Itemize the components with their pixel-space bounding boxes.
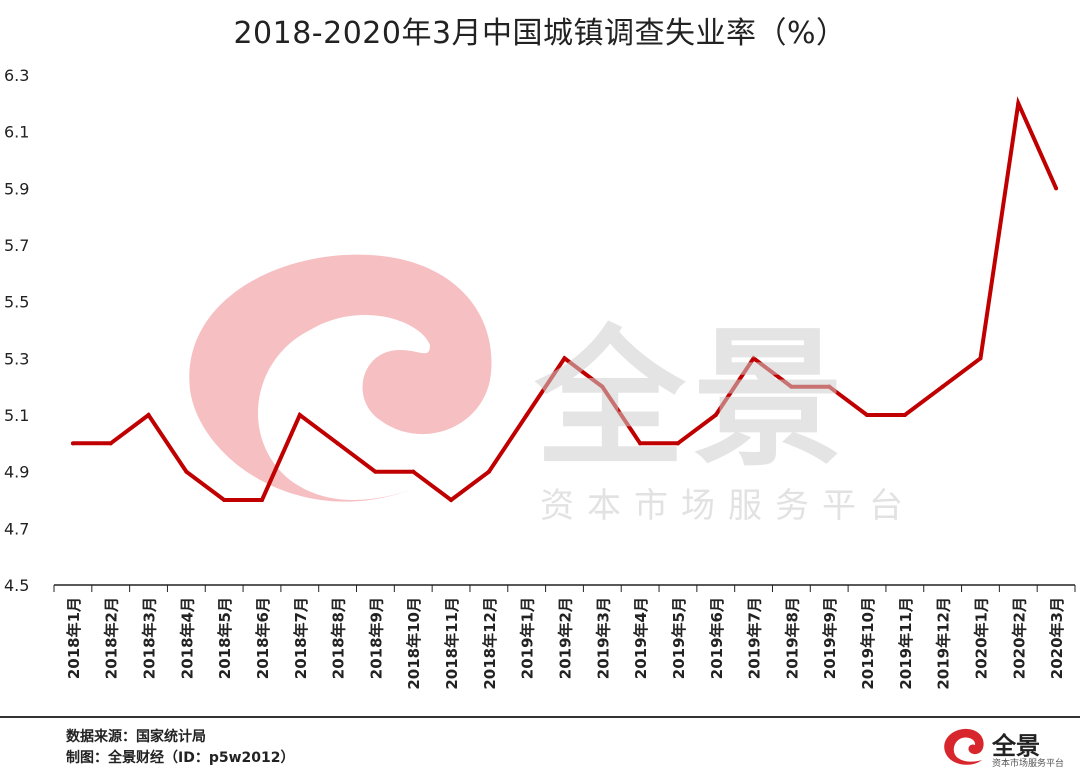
series-layer <box>70 96 1059 503</box>
x-tick-label: 2020年1月 <box>972 597 990 679</box>
data-point <box>978 356 983 361</box>
y-tick-label: 5.1 <box>4 406 29 425</box>
x-tick-label: 2019年3月 <box>594 597 612 679</box>
y-tick-label: 4.5 <box>4 576 29 595</box>
data-point <box>1054 186 1059 191</box>
data-point <box>486 469 491 474</box>
axes <box>53 584 1076 592</box>
x-tick-label: 2018年7月 <box>292 597 310 679</box>
y-tick-label: 5.7 <box>4 236 29 255</box>
data-point <box>638 441 643 446</box>
x-tick-label: 2018年4月 <box>178 597 196 679</box>
data-point <box>373 469 378 474</box>
chart-credit: 制图：全景财经（ID：p5w2012） <box>66 750 295 766</box>
data-point <box>297 413 302 417</box>
x-tick-label: 2018年9月 <box>367 597 385 679</box>
x-tick-label: 2019年8月 <box>783 597 801 679</box>
data-point <box>449 498 454 502</box>
data-source: 数据来源：国家统计局 <box>66 729 206 745</box>
y-tick-label: 5.9 <box>4 179 29 198</box>
x-tick-label: 2018年5月 <box>216 597 234 679</box>
watermark-swirl-logo <box>189 254 492 502</box>
y-tick-label: 4.7 <box>4 519 29 538</box>
x-tick-label: 2019年12月 <box>935 597 953 690</box>
x-tick-labels: 2018年1月 2018年2月 2018年3月 2018年4月 2018年5月 2018年… <box>65 597 1066 690</box>
x-tick-label: 2019年5月 <box>670 597 688 679</box>
y-tick-label: 6.3 <box>4 66 29 85</box>
data-point <box>789 384 794 389</box>
data-point <box>524 413 529 417</box>
y-tick-label: 5.3 <box>4 349 29 368</box>
data-point <box>865 413 870 417</box>
data-point <box>70 441 75 446</box>
data-point <box>411 469 416 474</box>
y-tick-labels: 4.5 4.7 4.9 5.1 5.3 5.5 5.7 5.9 6.1 6.3 <box>4 66 29 595</box>
x-tick-label: 2019年9月 <box>821 597 839 679</box>
x-tick-label: 2018年10月 <box>405 597 423 690</box>
brand-logo-name: 全景 <box>992 732 1040 760</box>
x-tick-label: 2018年11月 <box>443 597 461 690</box>
x-tick-label: 2018年6月 <box>254 597 272 679</box>
data-point <box>902 413 907 417</box>
brand-logo-subtitle: 资本市场服务平台 <box>992 759 1065 769</box>
data-point <box>259 498 264 502</box>
data-point <box>751 356 756 361</box>
x-tick-label: 2018年8月 <box>330 597 348 679</box>
x-tick-label: 2018年3月 <box>141 597 159 679</box>
data-point <box>222 498 227 502</box>
data-point <box>562 356 567 361</box>
x-tick-label: 2020年3月 <box>1048 597 1066 679</box>
data-point <box>713 413 718 417</box>
x-tick-label: 2019年4月 <box>632 597 650 679</box>
x-tick-label: 2019年11月 <box>897 597 915 690</box>
data-point <box>1016 101 1021 106</box>
data-point <box>675 441 680 446</box>
brand-logo-swirl-icon <box>944 728 984 765</box>
x-tick-label: 2019年7月 <box>746 597 764 679</box>
brand-logo <box>944 728 984 765</box>
x-tick-label: 2018年1月 <box>65 597 83 679</box>
x-tick-label: 2020年2月 <box>1010 597 1028 679</box>
x-tick-label: 2019年2月 <box>557 597 575 679</box>
x-tick-label: 2018年12月 <box>481 597 499 690</box>
data-point <box>108 441 113 446</box>
data-point <box>940 384 945 389</box>
data-point <box>600 384 605 389</box>
footer-divider <box>0 716 1080 718</box>
watermark-subtitle: 资本市场服务平台 <box>540 486 916 526</box>
x-tick-label: 2018年2月 <box>103 597 121 679</box>
data-point <box>827 384 832 389</box>
chart-title: 2018-2020年3月中国城镇调查失业率（%） <box>233 16 847 51</box>
x-tick-label: 2019年10月 <box>859 597 877 690</box>
x-tick-label: 2019年6月 <box>708 597 726 679</box>
y-tick-label: 4.9 <box>4 463 29 482</box>
data-point <box>335 441 340 446</box>
x-tick-label: 2019年1月 <box>519 597 537 679</box>
data-point <box>146 413 151 417</box>
data-point <box>184 469 189 474</box>
y-tick-label: 5.5 <box>4 293 29 312</box>
watermark-name: 全景 <box>535 313 852 487</box>
y-tick-label: 6.1 <box>4 123 29 142</box>
